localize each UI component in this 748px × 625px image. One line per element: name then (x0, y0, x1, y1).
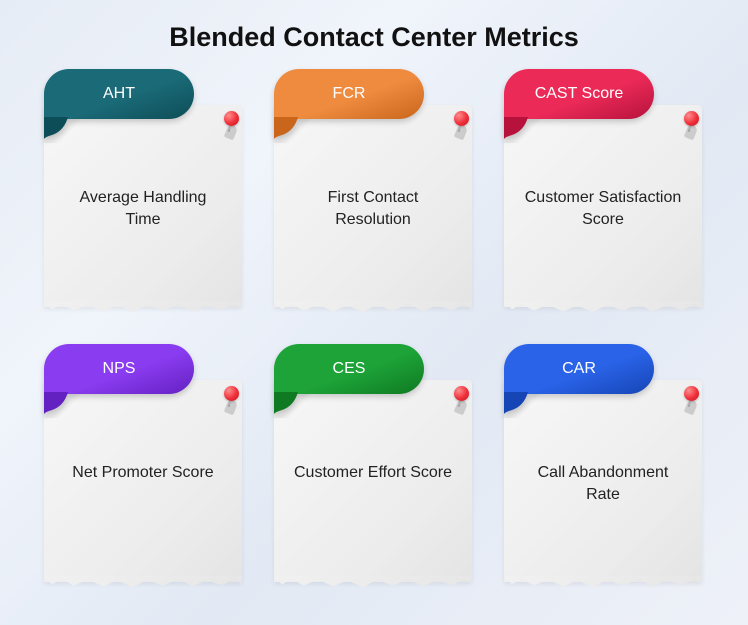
tab-bubble: NPS (44, 344, 194, 394)
tab-tail (274, 117, 298, 139)
pushpin-icon (680, 111, 708, 143)
pushpin-icon (220, 111, 248, 143)
metric-abbr: AHT (103, 85, 135, 103)
metric-tab: FCR (274, 69, 424, 137)
tab-bubble: CAST Score (504, 69, 654, 119)
page-title: Blended Contact Center Metrics (0, 0, 748, 67)
tab-tail (504, 392, 528, 414)
tab-bubble: FCR (274, 69, 424, 119)
metric-description: Customer Satisfaction Score (504, 187, 702, 230)
metric-abbr: FCR (333, 85, 366, 103)
tab-tail (504, 117, 528, 139)
metric-card: CAST Score Customer Satisfaction Score (504, 67, 704, 317)
metric-description: Customer Effort Score (274, 462, 472, 484)
metric-description: First Contact Resolution (274, 187, 472, 230)
pushpin-icon (450, 111, 478, 143)
metric-tab: CAST Score (504, 69, 654, 137)
tab-tail (44, 392, 68, 414)
metric-description: Average Handling Time (44, 187, 242, 230)
metric-abbr: CAST Score (535, 85, 624, 103)
tab-bubble: CAR (504, 344, 654, 394)
tab-tail (44, 117, 68, 139)
metric-abbr: CES (333, 360, 366, 378)
pushpin-icon (680, 386, 708, 418)
metrics-grid: AHT Average Handling Time FCR First Cont… (0, 67, 748, 592)
pushpin-icon (450, 386, 478, 418)
metric-abbr: CAR (562, 360, 596, 378)
metric-tab: AHT (44, 69, 194, 137)
metric-tab: CAR (504, 344, 654, 412)
metric-card: CES Customer Effort Score (274, 342, 474, 592)
metric-tab: CES (274, 344, 424, 412)
metric-card: FCR First Contact Resolution (274, 67, 474, 317)
metric-description: Net Promoter Score (44, 462, 242, 484)
tab-bubble: AHT (44, 69, 194, 119)
metric-abbr: NPS (103, 360, 136, 378)
metric-card: AHT Average Handling Time (44, 67, 244, 317)
metric-card: NPS Net Promoter Score (44, 342, 244, 592)
metric-description: Call Abandonment Rate (504, 462, 702, 505)
pushpin-icon (220, 386, 248, 418)
metric-card: CAR Call Abandonment Rate (504, 342, 704, 592)
metric-tab: NPS (44, 344, 194, 412)
tab-tail (274, 392, 298, 414)
tab-bubble: CES (274, 344, 424, 394)
